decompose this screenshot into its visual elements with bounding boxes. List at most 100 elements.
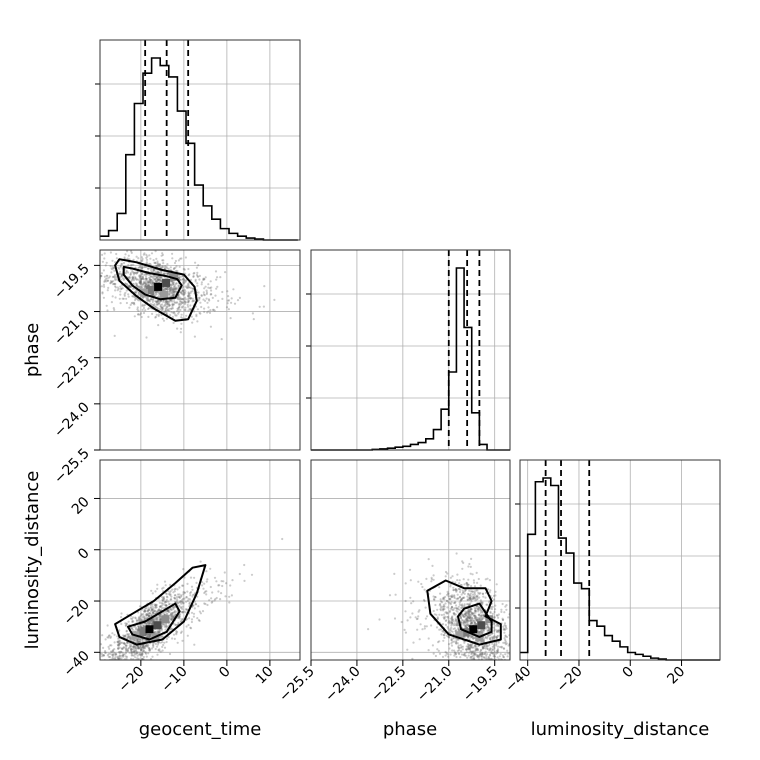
scatter-point <box>510 668 512 670</box>
scatter-point <box>512 613 514 615</box>
scatter-point <box>443 631 446 634</box>
scatter-point <box>47 659 49 661</box>
scatter-point <box>131 270 134 273</box>
scatter-point <box>147 636 150 639</box>
scatter-point <box>104 651 107 655</box>
scatter-point <box>154 262 157 265</box>
scatter-point <box>484 650 487 653</box>
scatter-point <box>169 608 173 611</box>
scatter-point <box>146 633 149 636</box>
scatter-point <box>118 650 121 654</box>
scatter-point <box>177 285 180 288</box>
scatter-point <box>148 612 151 615</box>
scatter-point <box>165 302 168 305</box>
scatter-point <box>466 645 470 648</box>
scatter-point <box>177 310 181 314</box>
scatter-point <box>119 667 121 669</box>
scatter-point <box>205 580 208 583</box>
scatter-point <box>114 278 117 282</box>
scatter-point <box>159 619 162 622</box>
scatter-point <box>181 598 184 602</box>
scatter-point <box>138 646 141 650</box>
scatter-point <box>492 643 496 646</box>
scatter-point <box>112 653 115 656</box>
scatter-point <box>124 634 127 637</box>
scatter-point <box>476 667 478 669</box>
scatter-point <box>472 646 475 649</box>
scatter-point <box>151 603 154 606</box>
scatter-point <box>96 655 98 657</box>
scatter-point <box>202 587 205 590</box>
scatter-point <box>152 268 155 271</box>
scatter-point <box>483 644 486 648</box>
scatter-point <box>200 294 203 297</box>
scatter-point <box>119 663 121 665</box>
scatter-point <box>394 593 397 596</box>
scatter-point <box>474 616 477 620</box>
scatter-point <box>179 606 182 609</box>
scatter-point <box>187 623 190 627</box>
scatter-point <box>157 265 160 268</box>
scatter-point <box>145 613 148 616</box>
scatter-point <box>141 265 144 268</box>
scatter-point <box>444 602 447 605</box>
scatter-point <box>91 686 93 688</box>
scatter-point <box>134 646 137 649</box>
scatter-point <box>467 654 470 657</box>
scatter-point <box>119 302 122 305</box>
scatter-point <box>158 272 162 275</box>
scatter-point <box>197 291 200 294</box>
scatter-point <box>131 276 134 279</box>
scatter-point <box>220 592 223 595</box>
scatter-point <box>166 267 169 270</box>
scatter-point <box>162 612 165 615</box>
scatter-point <box>166 308 169 311</box>
scatter-point <box>522 612 524 614</box>
scatter-point <box>151 282 154 285</box>
scatter-point <box>173 261 177 265</box>
scatter-point <box>148 636 151 639</box>
scatter-point <box>127 254 130 257</box>
scatter-point <box>135 619 138 622</box>
scatter-point <box>116 655 119 658</box>
scatter-point <box>118 663 120 665</box>
scatter-point <box>476 597 479 601</box>
scatter-point <box>105 277 108 280</box>
scatter-point <box>498 645 502 649</box>
scatter-point <box>496 649 499 652</box>
scatter-point <box>500 645 503 648</box>
scatter-point <box>453 612 456 615</box>
scatter-point <box>439 605 442 608</box>
scatter-point <box>471 667 473 669</box>
scatter-point <box>469 643 472 646</box>
scatter-point <box>481 629 484 632</box>
scatter-point <box>472 657 475 660</box>
scatter-point <box>455 642 458 645</box>
scatter-point <box>458 596 462 599</box>
scatter-point <box>458 628 461 631</box>
scatter-point <box>467 619 470 623</box>
scatter-point <box>478 664 480 666</box>
scatter-point <box>118 676 120 678</box>
scatter-point <box>168 303 171 306</box>
scatter-point <box>472 596 475 599</box>
scatter-point <box>465 648 468 651</box>
scatter-point <box>501 602 504 606</box>
scatter-point <box>178 297 181 300</box>
scatter-point <box>96 674 98 676</box>
scatter-point <box>125 270 128 273</box>
scatter-point <box>454 588 457 592</box>
scatter-point <box>140 281 143 284</box>
scatter-point <box>473 597 476 600</box>
scatter-point <box>179 600 182 603</box>
scatter-point <box>160 280 163 283</box>
scatter-point <box>93 654 95 656</box>
scatter-point <box>100 653 104 656</box>
scatter-point <box>97 274 99 276</box>
scatter-point <box>145 336 148 339</box>
scatter-point <box>145 277 148 280</box>
scatter-point <box>137 309 140 312</box>
scatter-point <box>469 596 472 599</box>
scatter-point <box>462 662 464 664</box>
scatter-point <box>151 592 154 595</box>
